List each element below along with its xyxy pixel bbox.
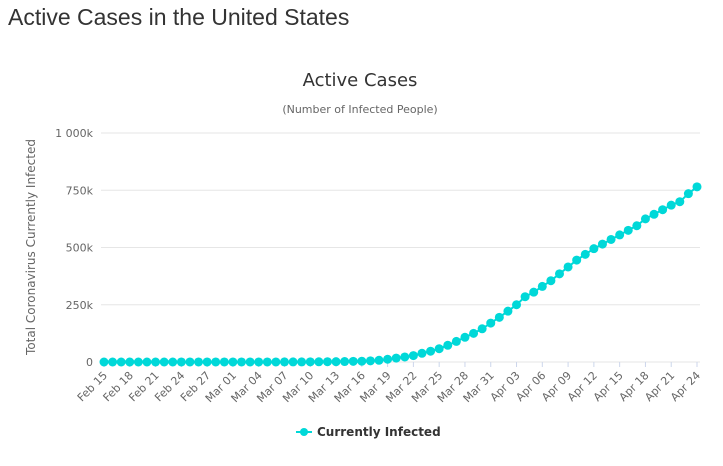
data-point[interactable] (417, 348, 427, 358)
data-point[interactable] (632, 221, 642, 231)
y-axis-title: Total Coronavirus Currently Infected (24, 139, 38, 356)
data-point[interactable] (597, 239, 607, 249)
data-point[interactable] (194, 357, 204, 367)
data-point[interactable] (245, 357, 255, 367)
legend-label: Currently Infected (317, 425, 441, 439)
series-line-currently-infected (104, 186, 698, 363)
data-point[interactable] (615, 230, 625, 240)
data-point[interactable] (288, 357, 298, 367)
data-point[interactable] (279, 357, 289, 367)
data-point[interactable] (108, 357, 118, 367)
data-point[interactable] (322, 357, 332, 367)
data-point[interactable] (271, 357, 281, 367)
y-tick-label: 0 (86, 356, 93, 369)
data-point[interactable] (99, 357, 109, 367)
data-point[interactable] (494, 312, 504, 322)
data-point[interactable] (219, 357, 229, 367)
data-point[interactable] (185, 357, 195, 367)
chart-subtitle: (Number of Infected People) (282, 103, 437, 116)
data-point[interactable] (228, 357, 238, 367)
y-tick-label: 500k (66, 242, 94, 255)
data-point[interactable] (391, 353, 401, 363)
legend-item-currently-infected[interactable]: Currently Infected (296, 425, 441, 439)
data-point[interactable] (254, 357, 264, 367)
data-point[interactable] (512, 300, 522, 310)
data-point[interactable] (125, 357, 135, 367)
data-point[interactable] (340, 357, 350, 367)
data-point[interactable] (237, 357, 247, 367)
data-point[interactable] (159, 357, 169, 367)
data-point[interactable] (486, 318, 496, 328)
data-point[interactable] (666, 200, 676, 210)
y-tick-label: 750k (66, 184, 94, 197)
data-point[interactable] (460, 332, 470, 342)
data-point[interactable] (443, 340, 453, 350)
data-point[interactable] (469, 328, 479, 338)
data-point[interactable] (357, 356, 367, 366)
data-point[interactable] (580, 249, 590, 259)
data-point[interactable] (451, 336, 461, 346)
data-point[interactable] (520, 292, 530, 302)
data-point[interactable] (546, 276, 556, 286)
data-point[interactable] (176, 357, 186, 367)
data-point[interactable] (262, 357, 272, 367)
data-point[interactable] (589, 244, 599, 254)
data-point[interactable] (640, 214, 650, 224)
data-point[interactable] (658, 205, 668, 215)
data-point[interactable] (434, 344, 444, 354)
data-point[interactable] (554, 269, 564, 279)
data-point[interactable] (314, 357, 324, 367)
data-point[interactable] (142, 357, 152, 367)
data-point[interactable] (365, 356, 375, 366)
data-point[interactable] (692, 182, 702, 192)
data-point[interactable] (211, 357, 221, 367)
data-point[interactable] (426, 346, 436, 356)
data-point[interactable] (383, 354, 393, 364)
chart-title: Active Cases (303, 70, 418, 91)
data-point[interactable] (606, 234, 616, 244)
data-point[interactable] (477, 324, 487, 334)
data-point[interactable] (374, 355, 384, 365)
data-point[interactable] (683, 189, 693, 199)
data-point[interactable] (116, 357, 126, 367)
data-point[interactable] (563, 262, 573, 272)
page-title: Active Cases in the United States (8, 4, 350, 30)
data-point[interactable] (297, 357, 307, 367)
y-tick-label: 250k (66, 299, 94, 312)
data-point[interactable] (305, 357, 315, 367)
data-point[interactable] (537, 281, 547, 291)
data-point[interactable] (503, 306, 513, 316)
data-point[interactable] (331, 357, 341, 367)
legend-marker-icon (300, 428, 308, 436)
data-point[interactable] (529, 287, 539, 297)
y-tick-label: 1 000k (55, 127, 93, 140)
data-point[interactable] (408, 351, 418, 361)
data-point[interactable] (133, 357, 143, 367)
data-point[interactable] (400, 352, 410, 362)
data-point[interactable] (202, 357, 212, 367)
data-point[interactable] (572, 255, 582, 265)
data-point[interactable] (151, 357, 161, 367)
data-point[interactable] (348, 356, 358, 366)
data-point[interactable] (168, 357, 178, 367)
data-point[interactable] (649, 209, 659, 219)
data-point[interactable] (623, 225, 633, 235)
data-point[interactable] (675, 197, 685, 207)
